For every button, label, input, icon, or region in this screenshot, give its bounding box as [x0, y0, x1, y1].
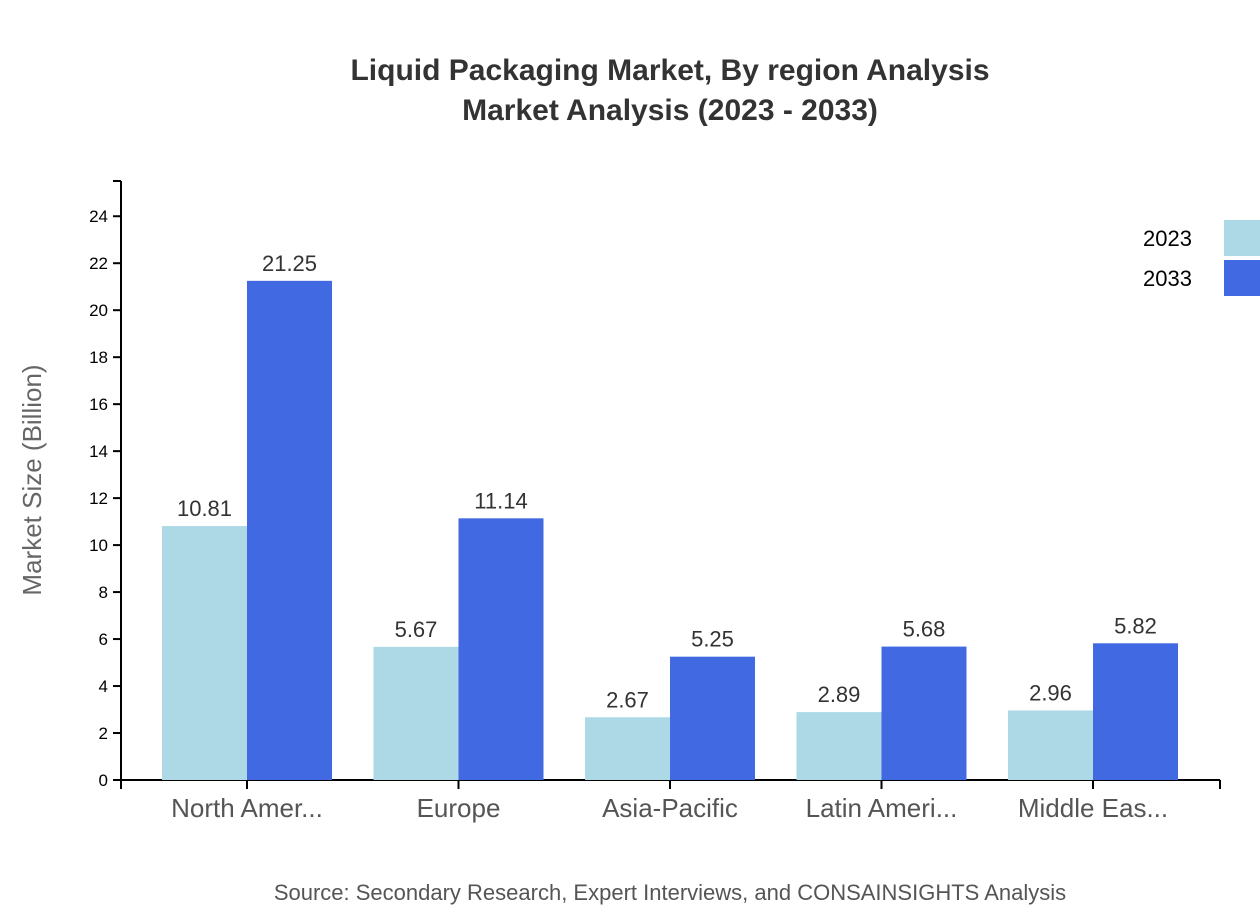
bar-2023	[796, 712, 882, 780]
data-label: 2.67	[606, 687, 649, 712]
legend-label: 2033	[1143, 266, 1192, 291]
bar-2033	[670, 656, 755, 780]
y-tick-label: 8	[99, 583, 108, 602]
data-label: 5.68	[903, 617, 946, 642]
source-note: Source: Secondary Research, Expert Inter…	[274, 880, 1066, 905]
y-tick-label: 20	[89, 301, 108, 320]
bar-2023	[1008, 710, 1093, 780]
y-tick-label: 22	[89, 254, 108, 273]
legend-swatch	[1224, 220, 1260, 256]
chart-subtitle: Market Analysis (2023 - 2033)	[462, 94, 878, 127]
bar-2033	[881, 646, 967, 780]
x-tick-label: Asia-Pacific	[602, 793, 738, 823]
data-label: 2.89	[818, 682, 861, 707]
data-label: 11.14	[474, 488, 527, 513]
y-tick-label: 12	[89, 489, 108, 508]
y-tick-label: 14	[89, 442, 108, 461]
bars: 10.81 21.25 5.67 11.14 2.67 5.25 2.89 5.68 2.96 5…	[162, 251, 1178, 780]
y-axis-label: Market Size (Billion)	[17, 364, 47, 595]
x-tick-label: Europe	[417, 793, 501, 823]
y-tick-label: 24	[89, 207, 108, 226]
legend: 2023 2033	[1143, 220, 1260, 296]
bar-2023	[162, 526, 247, 780]
y-tick-label: 0	[99, 771, 108, 790]
chart-title: Liquid Packaging Market, By region Analy…	[350, 54, 989, 87]
bar-2033	[458, 518, 544, 780]
data-label: 5.25	[691, 627, 734, 652]
y-tick-label: 6	[99, 630, 108, 649]
y-tick-label: 4	[99, 677, 108, 696]
legend-swatch	[1224, 260, 1260, 296]
data-label: 21.25	[262, 251, 317, 276]
data-label: 10.81	[177, 496, 232, 521]
x-tick-label: Middle Eas...	[1018, 793, 1168, 823]
data-label: 5.82	[1114, 613, 1157, 638]
data-label: 2.96	[1029, 680, 1072, 705]
bar-2033	[1093, 643, 1178, 780]
y-tick-label: 10	[89, 536, 108, 555]
bar-2023	[585, 717, 670, 780]
y-tick-label: 2	[99, 724, 108, 743]
x-tick-label: Latin Ameri...	[806, 793, 958, 823]
y-tick-label: 16	[89, 395, 108, 414]
x-tick-label: North Amer...	[171, 793, 323, 823]
legend-label: 2023	[1143, 226, 1192, 251]
bar-2023	[373, 646, 459, 780]
y-tick-label: 18	[89, 348, 108, 367]
bar-2033	[247, 280, 332, 780]
data-label: 5.67	[395, 617, 438, 642]
